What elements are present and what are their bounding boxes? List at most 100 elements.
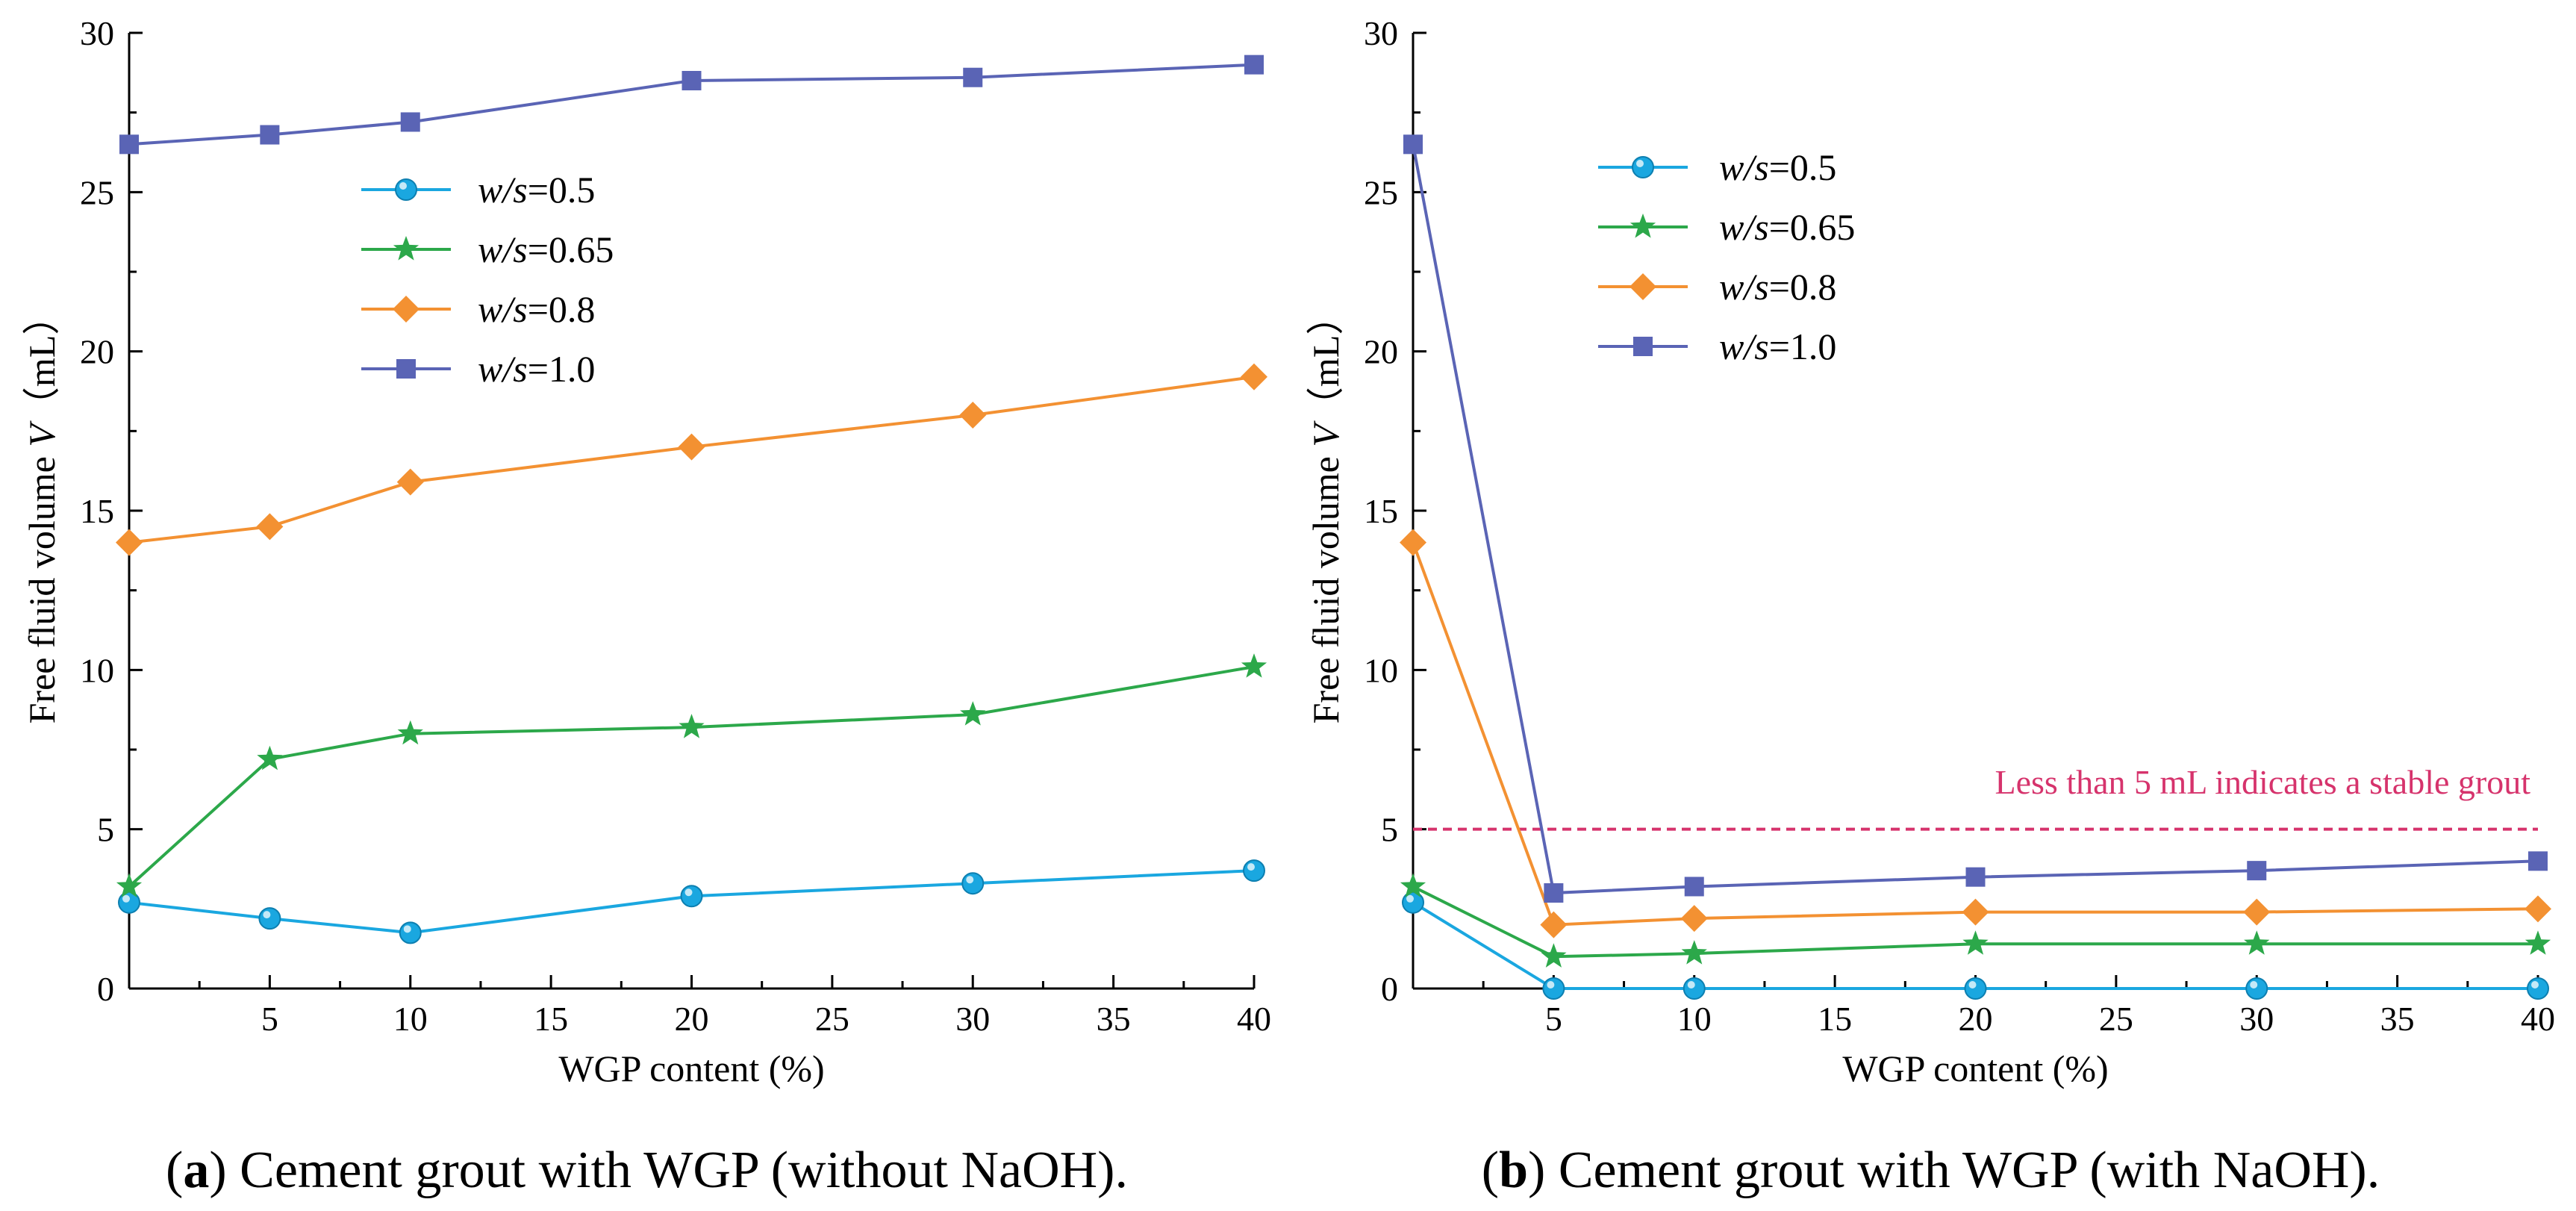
panel-b-y-axis-title-unit: （mL） — [1305, 298, 1347, 424]
panel-b-series-1-point — [2524, 930, 2551, 955]
panel-a-legend-item-2-label-value: =0.8 — [528, 288, 596, 330]
panel-a-series-0-point-highlight — [1247, 863, 1255, 871]
panel-b-series-0-point — [2527, 977, 2549, 1000]
panel-a-x-tick-label: 25 — [815, 1000, 849, 1038]
panel-a-series-1-point — [257, 745, 283, 771]
panel-b-legend-item-0-label-value: =0.5 — [1769, 146, 1837, 188]
panel-a-series-0-point — [961, 872, 985, 895]
panel-a-series-0-point-highlight — [966, 876, 974, 884]
panel-b-y-axis-title-text: Free fluid volume — [1305, 447, 1347, 724]
panel-a-y-tick-label: 0 — [97, 970, 114, 1008]
panel-a-y-axis-title-text: Free fluid volume — [21, 447, 63, 724]
panel-b-series-0-point — [1964, 977, 1987, 1000]
panel-b-series-0-line — [1412, 901, 2538, 990]
panel-a-series-0-point — [1243, 859, 1265, 882]
panel-a-legend-item-0-marker — [395, 178, 417, 201]
panel-a-x-axis-title: WGP content (%) — [558, 1047, 824, 1089]
panel-a-series-3-point — [682, 71, 702, 90]
panel-a-y-tick-label: 20 — [80, 333, 114, 371]
panel-a-series-0-point-highlight — [684, 888, 693, 897]
panel-a-x-tick-label: 40 — [1237, 1000, 1271, 1038]
panel-a-legend-item-3-label-value: =1.0 — [528, 348, 596, 390]
panel-b-y-tick-label: 10 — [1364, 651, 1398, 689]
panel-b-series-0-point — [1682, 977, 1706, 1000]
panel-a-series-1-point — [960, 701, 986, 726]
panel-b-y-tick-label: 5 — [1381, 811, 1398, 849]
panel-b-series-1-point — [1962, 930, 1989, 955]
panel-b-legend-item-2-label-var: w/s — [1719, 266, 1769, 308]
panel-a-series-0-point — [399, 921, 422, 944]
panel-b-x-tick-label: 10 — [1677, 1000, 1712, 1038]
panel-a-series-1-line — [128, 665, 1255, 888]
panel-a-x-tick-label: 30 — [955, 1000, 990, 1038]
panel-b-legend-item-0-marker — [1632, 156, 1654, 178]
panel-a-series-3-point — [963, 67, 983, 87]
panel-b-legend-item-3-label: w/s=1.0 — [1719, 326, 1836, 367]
panel-a-chart: 0 5 10 15 20 25 30 5 10 15 20 25 30 35 40 WGP content (… — [21, 14, 1271, 1199]
panel-a-legend-item-1-label-var: w/s — [478, 228, 528, 270]
panel-a-series-0-point — [680, 885, 703, 908]
panel-a-series-2-point — [396, 468, 424, 496]
panel-a-legend-item-2-label-var: w/s — [478, 288, 528, 330]
panel-b-y-tick-label: 30 — [1364, 14, 1398, 52]
panel-b-legend-item-1-label-value: =0.65 — [1769, 206, 1856, 248]
panel-b-y-axis-title: Free fluid volume V（mL） — [1305, 298, 1347, 724]
panel-b-series-2-point — [1680, 905, 1708, 933]
panel-b-series-0-point — [1542, 977, 1565, 1000]
panel-b-series-2-point — [1400, 529, 1426, 556]
panel-a-legend-item-3-label-var: w/s — [478, 348, 528, 390]
panel-b-legend-item-0-label-var: w/s — [1719, 146, 1769, 188]
panel-a-legend-item-3-label: w/s=1.0 — [478, 348, 595, 390]
panel-a-series-0-point — [118, 891, 140, 914]
panel-a-y-axis-title-var: V — [21, 420, 63, 447]
panel-a-legend-item-0-label: w/s=0.5 — [478, 169, 595, 211]
panel-a-series-3-line — [128, 63, 1255, 146]
panel-a-series-0-point-highlight — [122, 894, 130, 903]
panel-a-series-0-line — [128, 869, 1255, 935]
panel-b-series-0-point-highlight — [1687, 981, 1695, 989]
panel-b-x-tick-label: 40 — [2521, 1000, 2555, 1038]
panel-a-series-2-point — [678, 433, 705, 461]
panel-a-legend-item-2-label: w/s=0.8 — [478, 288, 595, 330]
panel-a-legend-item-1-label-value: =0.65 — [528, 228, 614, 270]
panel-b-series-3-line — [1412, 143, 2539, 895]
panel-b-series-3-point — [1403, 134, 1423, 155]
panel-b-legend-item-2-marker — [1630, 273, 1656, 300]
panel-a-caption-open: ( — [166, 1142, 183, 1199]
panel-b-series-0-point-highlight — [2531, 981, 2539, 989]
panel-b-series-0-point-highlight — [1406, 894, 1414, 903]
panel-b-legend-item-3-label-value: =1.0 — [1769, 326, 1837, 367]
panel-a-y-axis-title-unit: （mL） — [21, 298, 63, 424]
panel-b-series-3-point — [2528, 851, 2548, 871]
panel-b-series-1-point — [2244, 930, 2270, 955]
panel-b-caption-close: ) — [1528, 1142, 1559, 1199]
panel-a-caption-label: a — [183, 1142, 209, 1199]
panel-a-y-tick-label: 10 — [80, 651, 114, 689]
panel-b-legend-item-2-label-value: =0.8 — [1769, 266, 1837, 308]
panel-b-series-0-point-highlight — [1968, 981, 1977, 989]
panel-b-series-2-point — [2524, 895, 2551, 923]
panel-a-legend-item-0-label-var: w/s — [478, 169, 528, 211]
panel-a-series-0-point-highlight — [403, 925, 411, 933]
panel-a-caption: (a) Cement grout with WGP (without NaOH)… — [166, 1142, 1128, 1199]
panel-a-series-2-line — [128, 375, 1255, 544]
panel-b-chart: 0 5 10 15 20 25 30 5 10 15 20 25 30 35 40 WGP content (… — [1305, 14, 2555, 1199]
panel-a-x-tick-label: 35 — [1097, 1000, 1131, 1038]
panel-a-series-2-point — [1241, 363, 1267, 390]
panel-a-caption-close: ) — [209, 1142, 240, 1199]
panel-b-series-3-point — [1965, 867, 1986, 887]
panel-b-x-tick-label: 5 — [1545, 1000, 1562, 1038]
panel-b-series-2-point — [1540, 911, 1568, 938]
panel-b-x-tick-label: 15 — [1818, 1000, 1852, 1038]
panel-a-legend-item-1-label: w/s=0.65 — [478, 228, 614, 270]
panel-b-series-1-point — [1400, 873, 1426, 897]
panel-b-caption-text: Cement grout with WGP (with NaOH). — [1559, 1142, 2380, 1199]
panel-a-y-tick-label: 5 — [97, 811, 114, 849]
panel-b-legend-item-1-label: w/s=0.65 — [1719, 206, 1855, 248]
panel-b-caption-label: b — [1499, 1142, 1528, 1199]
panel-b-y-tick-label: 25 — [1364, 173, 1398, 211]
panel-b-y-axis-title-var: V — [1305, 420, 1347, 447]
panel-a-legend-item-0-label-value: =0.5 — [528, 169, 596, 211]
panel-a-legend-item-3-marker — [396, 359, 416, 379]
panel-b-y-tick-label: 15 — [1364, 492, 1398, 530]
